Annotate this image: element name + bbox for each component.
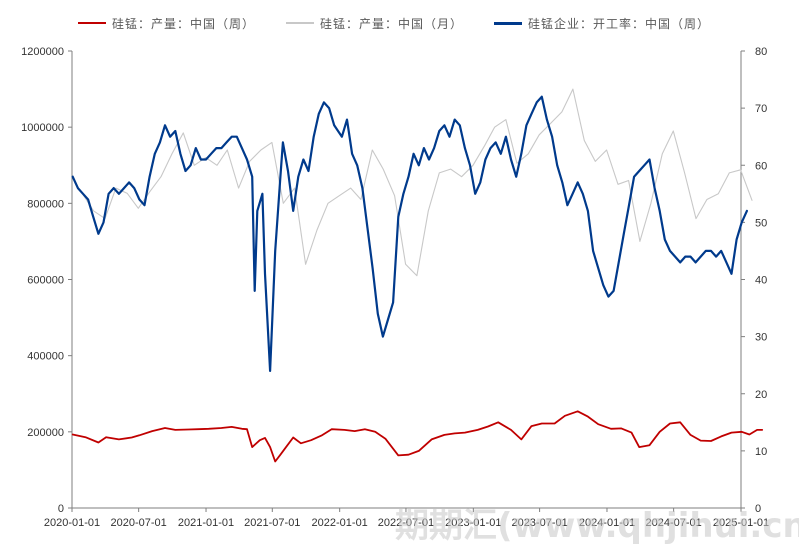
legend-swatch-red bbox=[78, 22, 106, 24]
y-right-tick-label: 30 bbox=[755, 332, 767, 344]
y-right-tick-label: 80 bbox=[755, 46, 767, 58]
y-right-tick-label: 20 bbox=[755, 389, 767, 401]
y-right-tick-label: 0 bbox=[755, 503, 761, 515]
y-left-tick-label: 600000 bbox=[27, 275, 64, 287]
legend-label: 硅锰企业：开工率：中国（周） bbox=[528, 16, 711, 31]
series-line-2 bbox=[71, 95, 749, 372]
y-left-tick-label: 400000 bbox=[27, 351, 64, 363]
x-tick-label: 2024-07-01 bbox=[645, 517, 701, 529]
legend-label: 硅锰：产量：中国（周） bbox=[112, 16, 256, 31]
x-tick-label: 2021-07-01 bbox=[244, 517, 300, 529]
y-left-tick-label: 1200000 bbox=[21, 46, 64, 58]
y-left-tick-label: 800000 bbox=[27, 198, 64, 210]
x-tick-label: 2024-01-01 bbox=[579, 517, 635, 529]
x-tick-label: 2020-07-01 bbox=[111, 517, 167, 529]
x-tick-label: 2022-01-01 bbox=[312, 517, 368, 529]
x-tick-label: 2020-01-01 bbox=[44, 517, 100, 529]
x-tick-label: 2022-07-01 bbox=[378, 517, 434, 529]
y-right-tick-label: 40 bbox=[755, 275, 767, 287]
y-right-tick-label: 50 bbox=[755, 217, 767, 229]
y-right-tick-label: 70 bbox=[755, 103, 767, 115]
legend-item-operating-rate: 硅锰企业：开工率：中国（周） bbox=[494, 12, 710, 34]
legend-item-weekly-output: 硅锰：产量：中国（周） bbox=[78, 12, 255, 34]
legend-swatch-blue bbox=[494, 21, 522, 25]
legend-swatch-gray bbox=[286, 22, 314, 24]
y-right-tick-label: 10 bbox=[755, 446, 767, 458]
y-left-tick-label: 200000 bbox=[27, 427, 64, 439]
legend-item-monthly-output: 硅锰：产量：中国（月） bbox=[286, 12, 463, 34]
series-line-1 bbox=[82, 88, 753, 277]
x-tick-label: 2025-01-01 bbox=[713, 517, 769, 529]
y-right-tick-label: 60 bbox=[755, 160, 767, 172]
watermark: 期期汇(www.qhjihui.cn) bbox=[395, 506, 799, 546]
legend: 硅锰：产量：中国（周） 硅锰：产量：中国（月） 硅锰企业：开工率：中国（周） bbox=[0, 12, 799, 36]
y-left-tick-label: 1000000 bbox=[21, 122, 64, 134]
series-line-0 bbox=[71, 410, 764, 463]
x-tick-label: 2023-01-01 bbox=[445, 517, 501, 529]
legend-label: 硅锰：产量：中国（月） bbox=[320, 16, 464, 31]
x-tick-label: 2023-07-01 bbox=[511, 517, 567, 529]
x-tick-label: 2021-01-01 bbox=[178, 517, 234, 529]
y-left-tick-label: 0 bbox=[58, 503, 64, 515]
